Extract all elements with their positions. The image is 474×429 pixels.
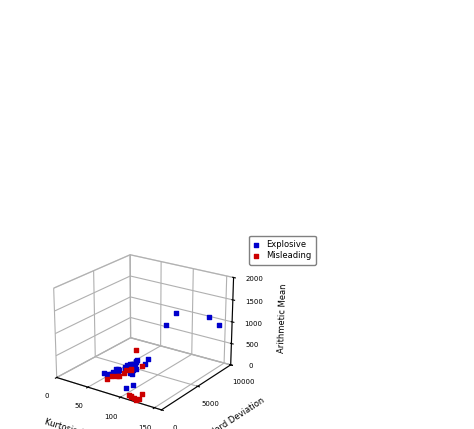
Y-axis label: Standard Deviation: Standard Deviation [193, 396, 266, 429]
X-axis label: Kurtosis Coefficient: Kurtosis Coefficient [44, 417, 124, 429]
Legend: Explosive, Misleading: Explosive, Misleading [249, 236, 316, 265]
